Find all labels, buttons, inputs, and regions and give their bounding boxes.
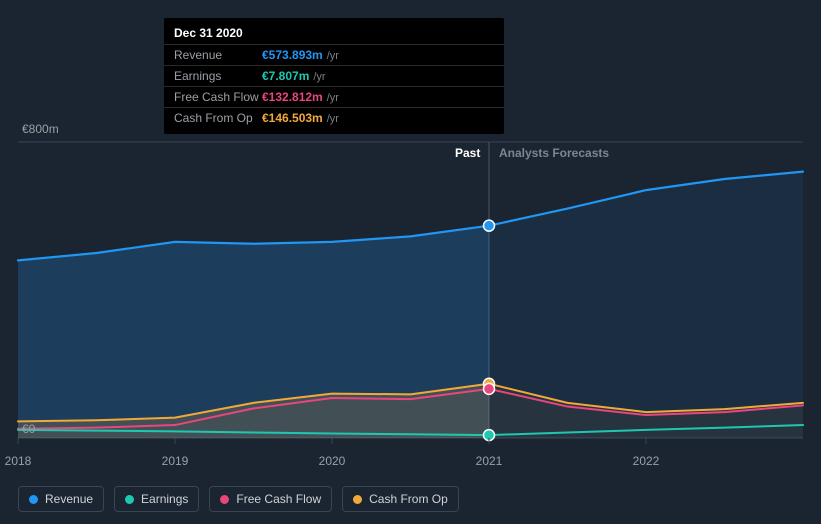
tooltip-unit: /yr <box>327 113 339 125</box>
x-axis-tick: 2019 <box>162 454 189 468</box>
y-axis-tick: €0 <box>22 422 35 436</box>
legend-dot-icon <box>220 495 229 504</box>
tooltip-row-fcf: Free Cash Flow€132.812m/yr <box>164 86 504 107</box>
legend-dot-icon <box>29 495 38 504</box>
legend-dot-icon <box>353 495 362 504</box>
tooltip-row-revenue: Revenue€573.893m/yr <box>164 44 504 65</box>
tooltip-unit: /yr <box>327 92 339 104</box>
period-label-forecast: Analysts Forecasts <box>499 146 609 160</box>
tooltip-value: €573.893m <box>262 48 323 62</box>
legend-label: Earnings <box>141 492 188 506</box>
period-label-past: Past <box>455 146 480 160</box>
tooltip-row-earnings: Earnings€7.807m/yr <box>164 65 504 86</box>
x-axis-tick: 2018 <box>5 454 32 468</box>
series-legend: Revenue Earnings Free Cash Flow Cash From O… <box>18 486 459 512</box>
legend-item-revenue[interactable]: Revenue <box>18 486 104 512</box>
legend-label: Revenue <box>45 492 93 506</box>
tooltip-label: Revenue <box>174 48 262 62</box>
hover-tooltip: Dec 31 2020 Revenue€573.893m/yrEarnings€… <box>164 18 504 134</box>
legend-item-fcf[interactable]: Free Cash Flow <box>209 486 332 512</box>
x-axis-tick: 2020 <box>319 454 346 468</box>
tooltip-value: €132.812m <box>262 90 323 104</box>
tooltip-label: Earnings <box>174 69 262 83</box>
tooltip-label: Free Cash Flow <box>174 90 262 104</box>
tooltip-value: €7.807m <box>262 69 309 83</box>
x-axis-tick: 2021 <box>476 454 503 468</box>
tooltip-date: Dec 31 2020 <box>164 24 504 44</box>
tooltip-unit: /yr <box>313 71 325 83</box>
y-axis-tick: €800m <box>22 122 59 136</box>
x-axis-tick: 2022 <box>633 454 660 468</box>
legend-dot-icon <box>125 495 134 504</box>
tooltip-label: Cash From Op <box>174 111 262 125</box>
tooltip-value: €146.503m <box>262 111 323 125</box>
legend-label: Cash From Op <box>369 492 448 506</box>
legend-label: Free Cash Flow <box>236 492 321 506</box>
tooltip-unit: /yr <box>327 50 339 62</box>
legend-item-earnings[interactable]: Earnings <box>114 486 199 512</box>
tooltip-row-cfo: Cash From Op€146.503m/yr <box>164 107 504 128</box>
legend-item-cfo[interactable]: Cash From Op <box>342 486 459 512</box>
